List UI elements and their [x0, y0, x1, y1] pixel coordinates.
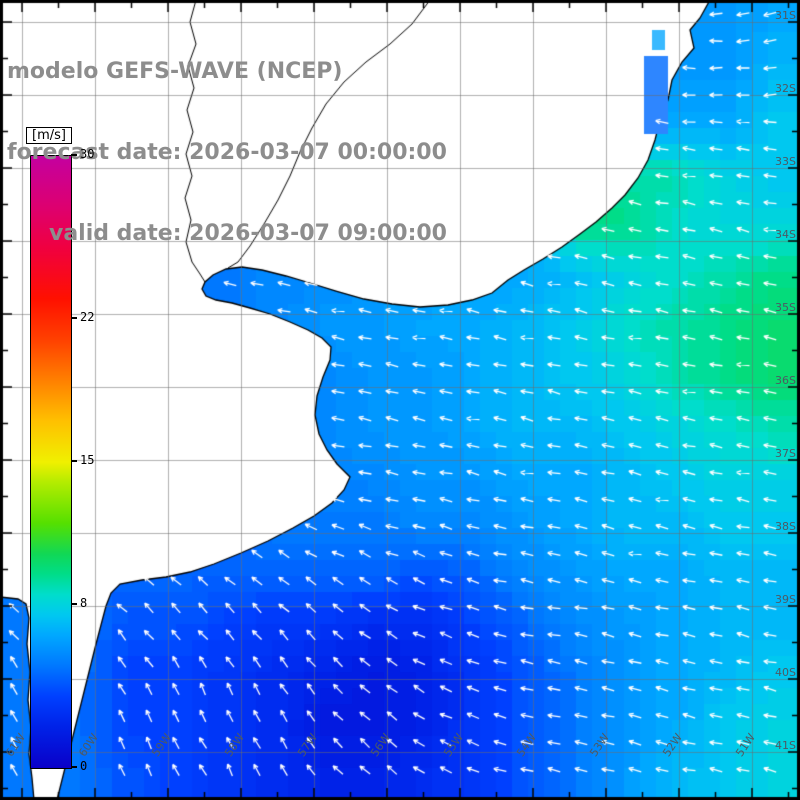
lat-label: 34S: [775, 228, 796, 241]
colorbar-tick-label: 0: [80, 759, 88, 773]
forecast-date: forecast date: 2026-03-07 00:00:00: [7, 140, 447, 165]
colorbar-tick-mark: [71, 317, 77, 320]
lat-label: 33S: [775, 155, 796, 168]
lat-label: 40S: [775, 666, 796, 679]
lat-label: 35S: [775, 301, 796, 314]
colorbar-tick-mark: [71, 602, 77, 605]
lat-label: 36S: [775, 374, 796, 387]
colorbar-tick-label: 30: [80, 147, 95, 161]
colorbar-tick-mark: [71, 460, 77, 462]
colorbar-units-label: [m/s]: [26, 127, 72, 144]
model-title: modelo GEFS-WAVE (NCEP): [7, 59, 343, 84]
lat-label: 32S: [775, 82, 796, 95]
lat-label: 31S: [775, 9, 796, 22]
valid-date: valid date: 2026-03-07 09:00:00: [49, 221, 447, 246]
lat-label: 39S: [775, 593, 796, 606]
lat-label: 37S: [775, 447, 796, 460]
colorbar-tick-label: 15: [80, 453, 95, 467]
colorbar-tick-mark: [71, 766, 77, 768]
colorbar-tick-label: 8: [80, 595, 88, 610]
title-block: modelo GEFS-WAVE (NCEP) forecast date: 2…: [7, 4, 447, 301]
lat-label: 38S: [775, 520, 796, 533]
lat-label: 41S: [775, 739, 796, 752]
colorbar-tick-label: 22: [80, 310, 95, 325]
colorbar-tick-mark: [71, 154, 77, 156]
colorbar: [30, 155, 72, 769]
